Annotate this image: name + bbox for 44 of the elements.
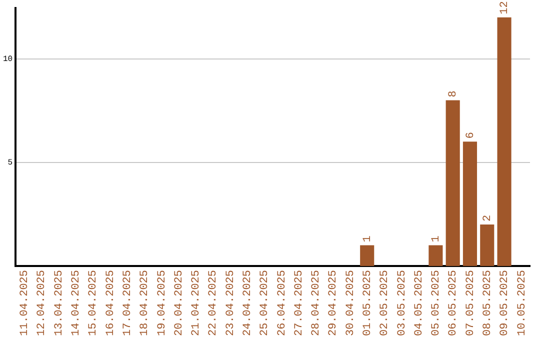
x-tick-label: 11.04.2025 (19, 270, 32, 336)
data-label: 8 (448, 90, 460, 98)
x-tick-label: 01.05.2025 (362, 270, 374, 336)
x-tick-label: 08.05.2025 (482, 270, 494, 336)
data-label: 6 (464, 132, 477, 139)
x-tick-label: 26.04.2025 (276, 270, 288, 336)
x-tick-label: 22.04.2025 (208, 270, 220, 336)
bar (480, 224, 494, 266)
x-tick-label: 23.04.2025 (224, 270, 237, 336)
data-label: 1 (362, 235, 374, 242)
x-tick-label: 03.05.2025 (396, 270, 408, 336)
bar (428, 245, 443, 266)
x-tick-label: 09.05.2025 (499, 270, 512, 336)
x-tick-label: 04.05.2025 (413, 270, 426, 336)
x-tick-label: 14.04.2025 (70, 270, 83, 336)
x-tick-label: 07.05.2025 (464, 270, 477, 336)
x-tick-label: 19.04.2025 (156, 270, 168, 336)
x-tick-label: 30.04.2025 (344, 270, 357, 336)
x-tick-label: 05.05.2025 (430, 270, 443, 336)
y-tick-label: 5 (8, 158, 13, 168)
bar (497, 17, 512, 266)
x-tick-label: 16.04.2025 (104, 270, 117, 336)
bar (446, 100, 460, 266)
x-tick-label: 10.05.2025 (516, 270, 528, 336)
bar (360, 245, 374, 266)
x-tick-label: 29.04.2025 (328, 270, 340, 336)
x-tick-label: 17.04.2025 (122, 270, 134, 336)
x-tick-label: 12.04.2025 (36, 270, 48, 336)
data-label: 1 (430, 235, 443, 242)
y-tick-label: 10 (2, 54, 13, 64)
x-tick-label: 24.04.2025 (242, 270, 254, 336)
bar (462, 142, 478, 266)
data-label: 2 (482, 214, 494, 222)
data-label: 12 (499, 1, 512, 14)
x-tick-label: 20.04.2025 (173, 270, 186, 336)
x-tick-label: 02.05.2025 (379, 270, 392, 336)
x-tick-label: 15.04.2025 (88, 270, 100, 336)
x-tick-label: 25.04.2025 (259, 270, 272, 336)
x-tick-label: 13.04.2025 (53, 270, 66, 336)
x-tick-label: 21.04.2025 (190, 270, 203, 336)
x-tick-label: 18.04.2025 (139, 270, 152, 336)
x-tick-label: 28.04.2025 (310, 270, 323, 336)
x-tick-label: 06.05.2025 (448, 270, 460, 336)
x-tick-label: 27.04.2025 (293, 270, 306, 336)
